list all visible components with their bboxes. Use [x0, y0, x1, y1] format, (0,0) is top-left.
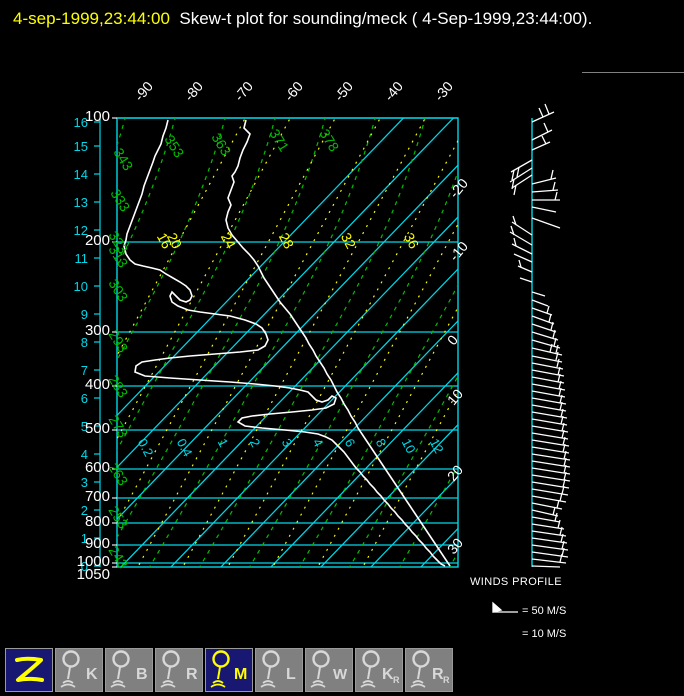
toolbar-button-kr-sublabel: R	[393, 675, 400, 685]
toolbar-button-z[interactable]: Z	[5, 648, 53, 692]
pressure-tick-400: 400	[84, 376, 110, 393]
pressure-tick-100: 100	[84, 108, 110, 125]
height-tick-1: 1	[80, 531, 88, 546]
skewt-plot-area[interactable]: 16 15 14 13 12 11 10 9 8 7 6 5 4 3 2 1 0…	[0, 0, 684, 663]
title-timestamp: 4-sep-1999,23:44:00	[13, 9, 170, 28]
height-tick-16: 16	[73, 115, 88, 130]
wind-legend-10ms-label: = 10 M/S	[522, 628, 567, 640]
title-description: Skew-t plot for sounding/meck ( 4-Sep-19…	[179, 9, 593, 28]
toolbar-button-kr-label: K	[382, 666, 394, 683]
header-divider	[582, 72, 684, 73]
toolbar-button-m[interactable]: M	[205, 648, 253, 692]
legend-flag-50ms	[492, 601, 518, 613]
toolbar-button-rr[interactable]: R R	[405, 648, 453, 692]
height-tick-13: 13	[73, 195, 88, 210]
toolbar-button-l-label: L	[286, 666, 296, 683]
height-tick-9: 9	[80, 307, 88, 322]
sounding-balloon-icon: W	[310, 650, 348, 688]
height-tick-2: 2	[80, 503, 88, 518]
pressure-tick-500: 500	[84, 420, 110, 437]
pressure-tick-300: 300	[84, 322, 110, 339]
sounding-balloon-icon: K R	[360, 650, 400, 688]
height-tick-11: 11	[74, 251, 89, 266]
pressure-tick-1050: 1050	[76, 566, 110, 583]
toolbar-button-r-label: R	[186, 666, 198, 683]
toolbar-button-b-label: B	[136, 666, 148, 683]
sounding-tool-toolbar[interactable]: Z K B	[0, 642, 684, 696]
winds-profile-header: WINDS PROFILE	[470, 576, 562, 588]
pressure-tick-800: 800	[84, 513, 110, 530]
toolbar-button-k[interactable]: K	[55, 648, 103, 692]
sounding-balloon-icon: R	[160, 650, 198, 688]
skewt-z-icon	[15, 656, 44, 682]
height-tick-5: 5	[80, 419, 88, 434]
sounding-balloon-icon: M	[210, 650, 247, 688]
isobar-lines	[117, 117, 458, 564]
sounding-balloon-icon: B	[110, 650, 148, 688]
temperature-trace	[225, 119, 451, 567]
height-tick-6: 6	[80, 391, 88, 406]
toolbar-button-l[interactable]: L	[255, 648, 303, 692]
height-axis-ticks	[94, 121, 100, 567]
height-tick-14: 14	[73, 167, 88, 182]
mixing-ratio-lines	[117, 118, 458, 567]
wind-legend-symbols	[492, 601, 518, 613]
toolbar-button-rr-label: R	[432, 666, 444, 683]
pressure-tick-600: 600	[84, 459, 110, 476]
dewpoint-trace	[123, 119, 446, 567]
height-tick-12: 12	[73, 223, 88, 238]
wind-legend-50ms-label: = 50 M/S	[522, 605, 567, 617]
toolbar-button-m-label: M	[234, 666, 247, 683]
toolbar-button-rr-sublabel: R	[443, 675, 450, 685]
sounding-balloon-icon: L	[260, 650, 296, 688]
toolbar-button-kr[interactable]: K R	[355, 648, 403, 692]
pressure-tick-900: 900	[84, 535, 110, 552]
pressure-axis-ticks	[112, 117, 117, 568]
sounding-balloon-icon: K	[60, 650, 98, 688]
toolbar-button-r[interactable]: R	[155, 648, 203, 692]
isotherm-lines	[117, 118, 458, 567]
toolbar-button-k-label: K	[86, 666, 98, 683]
pressure-tick-700: 700	[84, 488, 110, 505]
height-tick-0: 0	[80, 559, 88, 574]
pressure-tick-200: 200	[84, 232, 110, 249]
toolbar-button-w-label: W	[333, 666, 348, 683]
skewt-canvas	[94, 103, 571, 613]
pressure-tick-1000: 1000	[76, 553, 110, 570]
height-tick-4: 4	[80, 447, 88, 462]
height-tick-3: 3	[80, 475, 88, 490]
toolbar-button-w[interactable]: W	[305, 648, 353, 692]
height-tick-8: 8	[80, 335, 88, 350]
page-title: 4-sep-1999,23:44:00 Skew-t plot for soun…	[13, 6, 673, 31]
height-tick-7: 7	[80, 363, 88, 378]
height-tick-10: 10	[73, 279, 88, 294]
toolbar-button-b[interactable]: B	[105, 648, 153, 692]
height-tick-15: 15	[73, 139, 88, 154]
wind-barb-group	[509, 103, 571, 568]
sounding-balloon-icon: R R	[410, 650, 450, 688]
